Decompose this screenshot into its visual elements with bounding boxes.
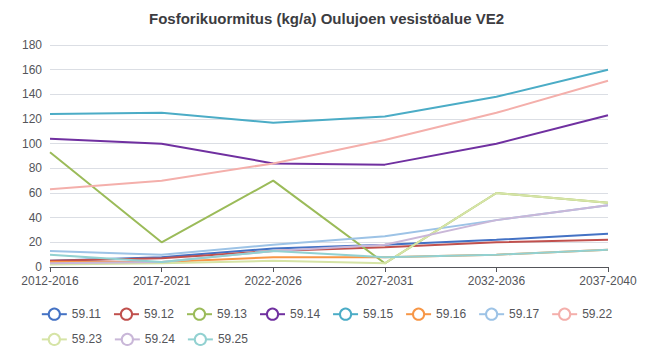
svg-text:59.12: 59.12 — [144, 307, 174, 321]
svg-text:59.11: 59.11 — [72, 307, 101, 321]
svg-text:2032-2036: 2032-2036 — [468, 274, 526, 288]
svg-text:59.24: 59.24 — [145, 332, 175, 346]
svg-text:59.25: 59.25 — [218, 332, 248, 346]
svg-text:59.13: 59.13 — [217, 307, 247, 321]
svg-text:120: 120 — [22, 112, 42, 126]
svg-text:2022-2026: 2022-2026 — [245, 274, 303, 288]
svg-text:2037-2040: 2037-2040 — [579, 274, 637, 288]
svg-text:100: 100 — [22, 137, 42, 151]
svg-text:2017-2021: 2017-2021 — [133, 274, 191, 288]
svg-text:20: 20 — [29, 235, 43, 249]
svg-text:Fosforikuormitus (kg/a) Oulujo: Fosforikuormitus (kg/a) Oulujoen vesistö… — [149, 10, 504, 27]
svg-text:180: 180 — [22, 38, 42, 52]
svg-text:0: 0 — [35, 260, 42, 274]
svg-text:59.15: 59.15 — [363, 307, 393, 321]
svg-text:59.17: 59.17 — [509, 307, 539, 321]
svg-text:59.16: 59.16 — [436, 307, 466, 321]
svg-text:60: 60 — [29, 186, 43, 200]
svg-text:80: 80 — [29, 161, 43, 175]
svg-text:2027-2031: 2027-2031 — [356, 274, 414, 288]
svg-text:59.14: 59.14 — [290, 307, 320, 321]
svg-text:140: 140 — [22, 87, 42, 101]
svg-text:2012-2016: 2012-2016 — [21, 274, 79, 288]
svg-text:59.23: 59.23 — [72, 332, 102, 346]
svg-text:160: 160 — [22, 63, 42, 77]
svg-text:59.22: 59.22 — [582, 307, 612, 321]
svg-text:40: 40 — [29, 211, 43, 225]
